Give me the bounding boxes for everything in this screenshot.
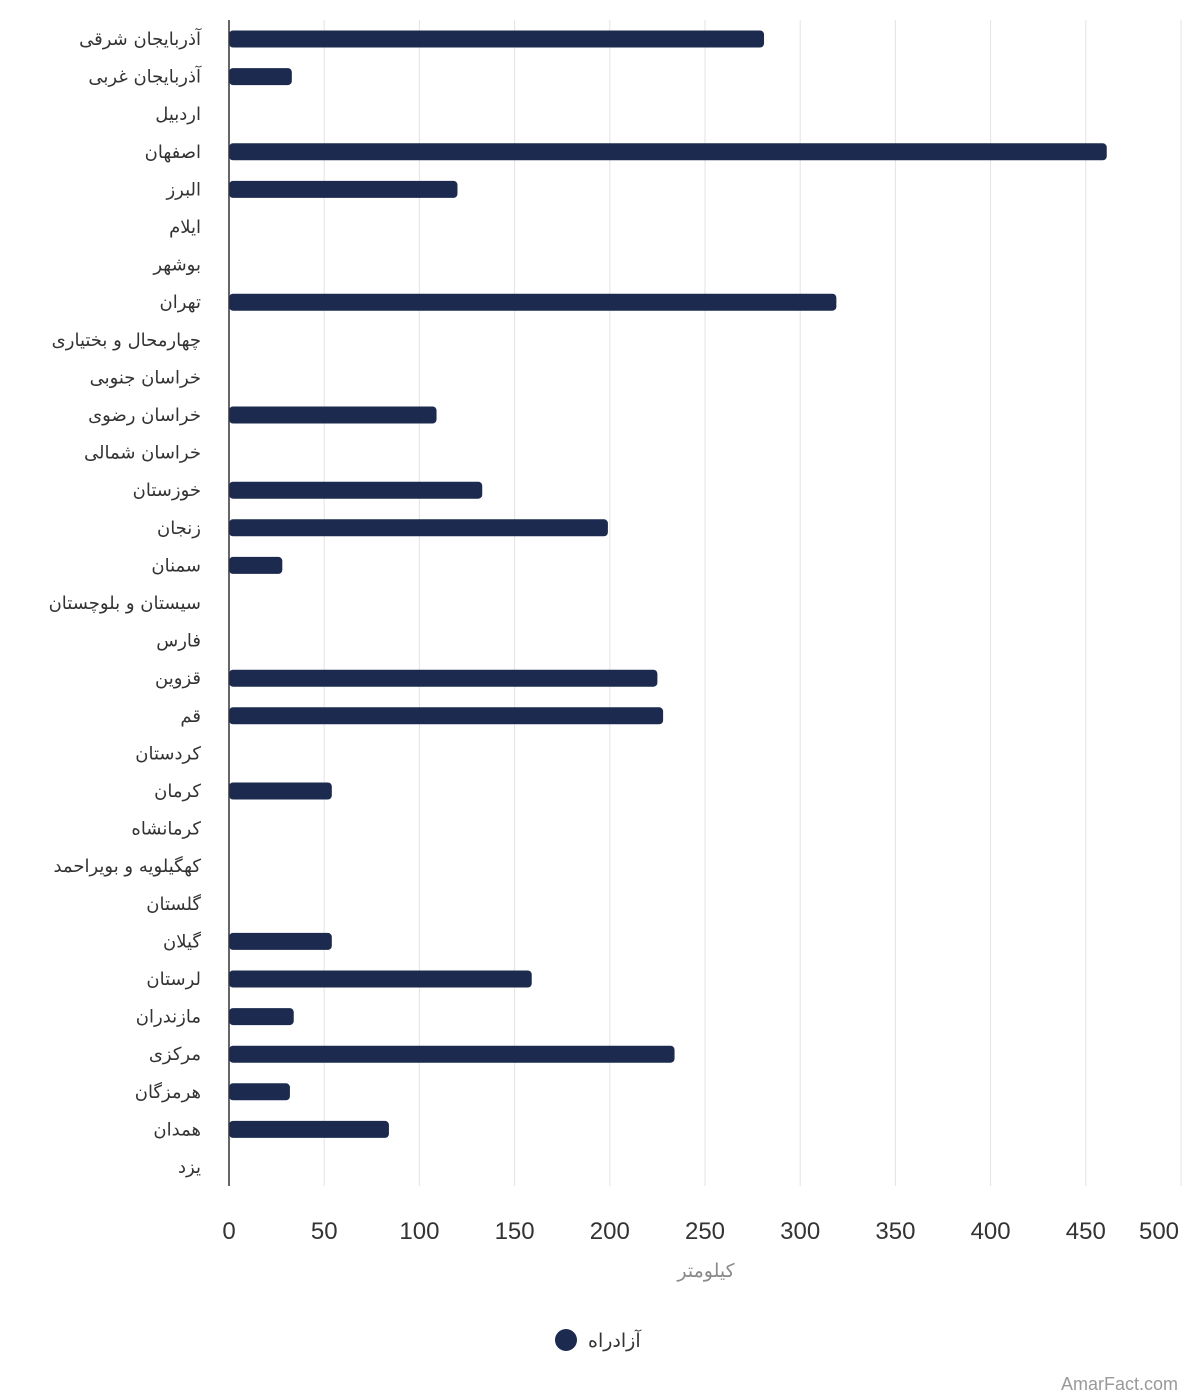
bar-4[interactable] — [229, 180, 458, 198]
bar-17[interactable] — [229, 669, 658, 687]
bar-12[interactable] — [229, 481, 483, 499]
bar-18[interactable] — [229, 707, 664, 725]
category-label-10: خراسان رضوی — [88, 405, 201, 426]
bar-20[interactable] — [229, 782, 332, 800]
x-tick-label-400: 400 — [971, 1218, 1011, 1245]
x-tick-label-100: 100 — [399, 1218, 439, 1245]
category-label-28: هرمزگان — [135, 1081, 201, 1103]
bar-25[interactable] — [229, 970, 532, 988]
category-label-16: فارس — [156, 631, 201, 652]
category-label-14: سمنان — [151, 555, 201, 576]
x-tick-labels: 0 50 100 150 200 250 300 350 400 450 500 — [222, 1218, 1179, 1245]
bar-29[interactable] — [229, 1120, 389, 1138]
bar-3[interactable] — [229, 143, 1107, 161]
category-label-6: بوشهر — [152, 255, 201, 276]
x-tick-label-50: 50 — [311, 1218, 338, 1245]
category-label-22: کهگیلویه و بویراحمد — [53, 855, 201, 877]
bar-26[interactable] — [229, 1008, 294, 1026]
bar-27[interactable] — [229, 1045, 675, 1063]
bar-28[interactable] — [229, 1083, 290, 1101]
category-labels: آذربایجان شرقی آذربایجان غربی اردبیل اصفهان… — [49, 27, 202, 1178]
x-tick-label-350: 350 — [875, 1218, 915, 1245]
bar-1[interactable] — [229, 68, 292, 86]
category-label-5: ایلام — [169, 217, 201, 238]
category-label-29: همدان — [153, 1119, 201, 1140]
category-label-25: لرستان — [146, 969, 201, 990]
category-label-24: گیلان — [163, 930, 201, 952]
legend-label: آزادراه — [588, 1328, 641, 1352]
category-label-18: قم — [180, 706, 201, 727]
bar-10[interactable] — [229, 406, 437, 424]
x-tick-label-0: 0 — [222, 1218, 235, 1245]
x-tick-label-500: 500 — [1139, 1218, 1179, 1245]
bar-7[interactable] — [229, 293, 837, 311]
x-axis-title: کیلومتر — [676, 1260, 735, 1282]
grid-lines — [323, 20, 1182, 1186]
legend-marker — [555, 1329, 577, 1351]
category-label-15: سیستان و بلوچستان — [49, 593, 201, 614]
bars — [229, 30, 1107, 1138]
category-label-20: کرمان — [154, 781, 201, 802]
x-tick-label-250: 250 — [685, 1218, 725, 1245]
bar-14[interactable] — [229, 556, 283, 574]
category-label-7: تهران — [160, 292, 201, 313]
category-label-23: گلستان — [146, 893, 201, 915]
category-label-3: اصفهان — [145, 142, 201, 163]
category-label-8: چهارمحال و بختیاری — [52, 330, 201, 351]
category-label-26: مازندران — [136, 1007, 201, 1028]
bar-24[interactable] — [229, 932, 332, 950]
credit-text[interactable]: AmarFact.com — [1061, 1374, 1178, 1394]
category-label-0: آذربایجان شرقی — [79, 27, 202, 50]
bar-13[interactable] — [229, 519, 608, 537]
category-label-11: خراسان شمالی — [84, 443, 201, 464]
category-label-2: اردبیل — [155, 104, 201, 125]
legend[interactable]: آزادراه — [555, 1328, 641, 1352]
x-tick-label-200: 200 — [590, 1218, 630, 1245]
category-label-12: خوزستان — [133, 480, 201, 501]
category-label-19: کردستان — [135, 743, 201, 764]
category-label-9: خراسان جنوبی — [90, 367, 201, 388]
category-label-1: آذربایجان غربی — [88, 65, 202, 88]
category-label-4: البرز — [165, 179, 201, 200]
category-label-17: قزوین — [155, 668, 201, 689]
category-label-27: مرکزی — [149, 1044, 201, 1065]
x-tick-label-300: 300 — [780, 1218, 820, 1245]
x-tick-label-150: 150 — [495, 1218, 535, 1245]
category-label-21: کرمانشاه — [131, 819, 201, 840]
bar-0[interactable] — [229, 30, 765, 48]
category-label-13: زنجان — [157, 518, 201, 539]
x-tick-label-450: 450 — [1066, 1218, 1106, 1245]
category-label-30: یزد — [178, 1157, 201, 1178]
